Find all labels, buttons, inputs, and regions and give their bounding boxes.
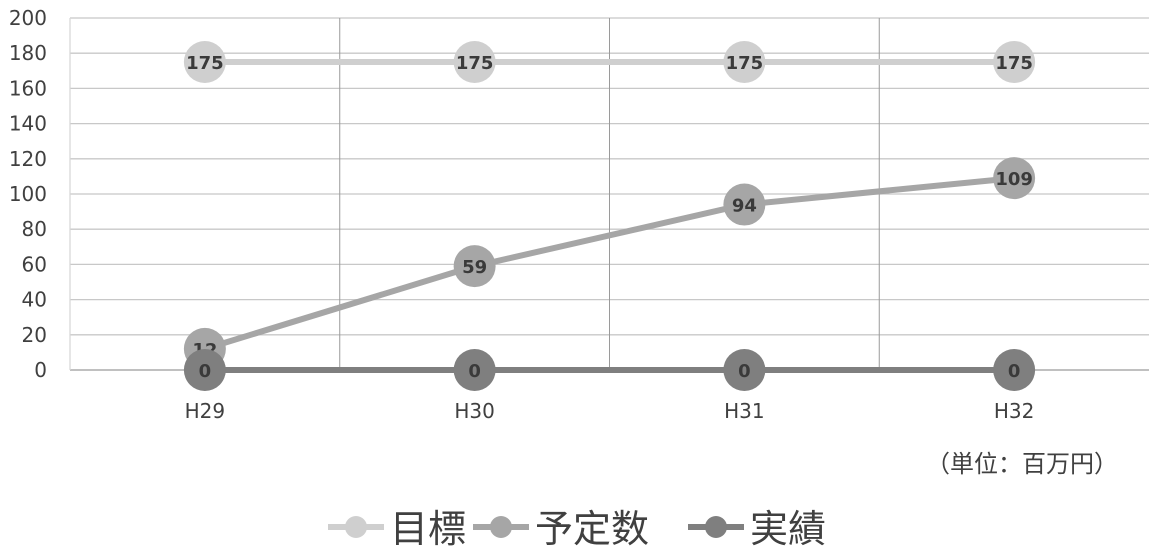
data-point <box>183 41 226 83</box>
gridlines <box>69 17 1149 371</box>
y-tick-label: 160 <box>9 76 47 100</box>
data-label: 94 <box>732 196 757 217</box>
series-実績: 0 0 0 0 <box>183 349 1036 391</box>
data-label: 175 <box>456 53 494 74</box>
legend-item: 実績 <box>688 507 826 551</box>
data-label: 0 <box>468 361 481 382</box>
legend: 目標 予定数 実績 <box>328 507 826 551</box>
series-line <box>203 175 1015 352</box>
y-tick-label: 40 <box>22 288 47 312</box>
x-tick-label: H32 <box>994 399 1035 423</box>
y-tick-label: 0 <box>34 358 47 382</box>
legend-item: 予定数 <box>473 507 649 551</box>
series-目標: 175 175 175 175 <box>183 41 1036 83</box>
data-label: 0 <box>199 361 212 382</box>
y-tick-label: 180 <box>9 41 47 65</box>
data-label: 109 <box>995 169 1033 190</box>
data-label: 0 <box>738 361 751 382</box>
data-label: 59 <box>462 257 487 278</box>
y-tick-label: 100 <box>9 182 47 206</box>
legend-item: 目標 <box>328 507 466 551</box>
x-tick-label: H31 <box>724 399 765 423</box>
data-point <box>993 41 1036 83</box>
data-label: 0 <box>1008 361 1021 382</box>
legend-label: 実績 <box>750 507 826 551</box>
data-point <box>993 157 1036 200</box>
data-point <box>723 41 766 83</box>
y-tick-label: 120 <box>9 147 47 171</box>
y-tick-label: 20 <box>22 323 47 347</box>
data-point <box>723 349 766 391</box>
legend-swatch-marker <box>705 516 727 538</box>
series-予定数: 125994109 <box>183 157 1036 370</box>
data-point <box>993 349 1036 391</box>
data-point <box>723 183 766 226</box>
legend-label: 予定数 <box>535 507 649 551</box>
legend-swatch-marker <box>345 516 367 538</box>
x-axis: H29 H30 H31 H32 <box>185 399 1035 423</box>
data-point <box>453 245 496 288</box>
data-label: 175 <box>726 53 764 74</box>
data-point <box>453 41 496 83</box>
y-tick-label: 60 <box>22 252 47 276</box>
legend-swatch-marker <box>490 516 512 538</box>
y-axis: 0 20 40 60 80 100 120 140 160 180 200 <box>9 6 47 382</box>
data-point <box>183 349 226 391</box>
x-tick-label: H30 <box>454 399 495 423</box>
y-tick-label: 140 <box>9 112 47 136</box>
y-tick-label: 80 <box>22 217 47 241</box>
unit-note: （単位：百万円） <box>926 450 1118 478</box>
x-tick-label: H29 <box>185 399 226 423</box>
y-tick-label: 200 <box>9 6 47 30</box>
data-point <box>453 349 496 391</box>
data-label: 175 <box>186 53 224 74</box>
legend-label: 目標 <box>390 507 466 551</box>
data-label: 175 <box>995 53 1033 74</box>
series-group: 1751751751751259941090000 <box>183 41 1036 391</box>
